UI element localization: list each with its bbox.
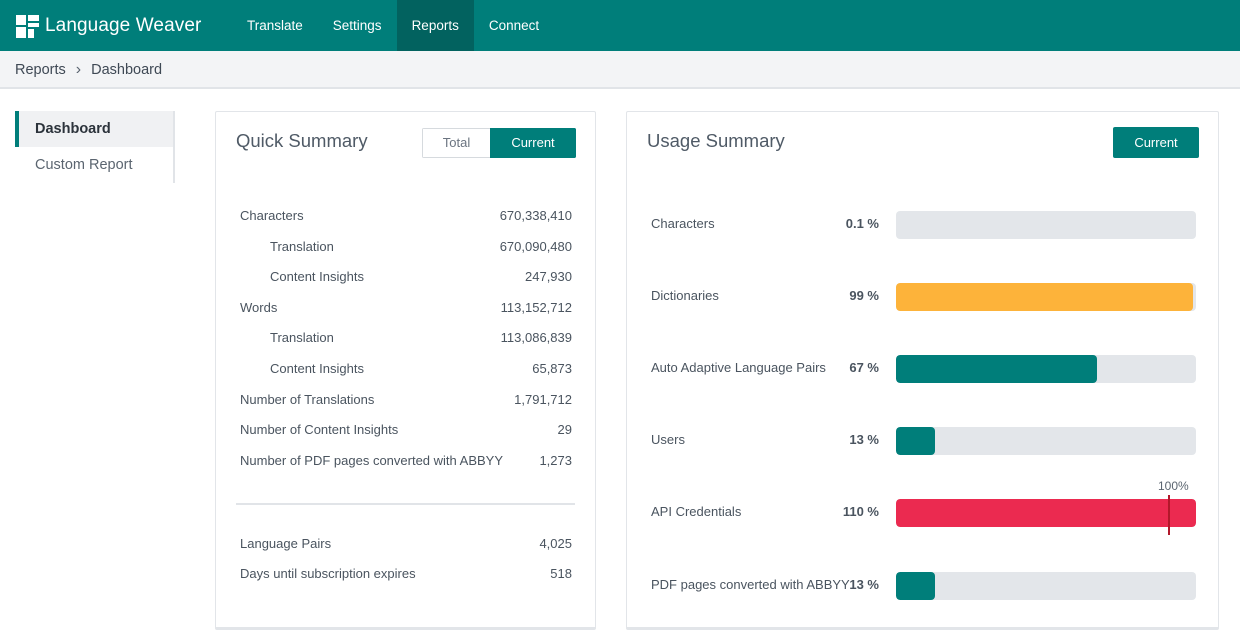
usage-row: Dictionaries 99 % [651, 283, 1196, 311]
usage-summary-title: Usage Summary [647, 130, 785, 151]
stat-value: 1,273 [539, 452, 572, 468]
stat-row: Translation 113,086,839 [240, 330, 572, 350]
breadcrumb: Reports › Dashboard [15, 51, 162, 89]
toggle-current-button[interactable]: Current [490, 128, 576, 158]
usage-percent: 13 % [849, 577, 879, 592]
stat-label: Content Insights [270, 269, 364, 285]
stat-row: Content Insights 65,873 [240, 361, 572, 381]
stat-label: Number of Content Insights [240, 422, 399, 438]
toggle-total-button[interactable]: Total [422, 128, 490, 158]
usage-label: PDF pages converted with ABBYY [651, 577, 850, 592]
stat-label: Characters [240, 208, 304, 223]
usage-label: Auto Adaptive Language Pairs [651, 360, 826, 375]
stat-value: 113,152,712 [500, 299, 572, 315]
limit-marker-line [1168, 495, 1170, 535]
nav-reports[interactable]: Reports [396, 0, 474, 51]
stat-label: Words [240, 299, 278, 315]
usage-progress-fill [896, 427, 935, 455]
usage-progress-track [896, 427, 1196, 455]
top-navigation-bar: Language Weaver Translate Settings Repor… [0, 0, 1240, 51]
usage-percent: 99 % [849, 288, 879, 303]
logo[interactable]: Language Weaver [16, 13, 201, 39]
usage-progress-fill [896, 283, 1193, 311]
stat-label: Days until subscription expires [240, 566, 416, 581]
quick-summary-title: Quick Summary [236, 130, 368, 151]
summary-divider [236, 503, 575, 505]
total-current-toggle: Total Current [422, 128, 576, 158]
stat-row: Content Insights 247,930 [240, 269, 572, 289]
language-weaver-logo-icon [16, 14, 39, 38]
stat-row: Number of Content Insights 29 [240, 422, 572, 442]
main-nav: Translate Settings Reports Connect [232, 0, 554, 51]
nav-translate[interactable]: Translate [247, 18, 303, 33]
usage-percent: 0.1 % [845, 216, 879, 231]
usage-label: Users [651, 432, 685, 447]
stat-value: 670,338,410 [499, 208, 572, 223]
quick-summary-card: Quick Summary Total Current Characters 67… [215, 111, 596, 630]
side-item-dashboard[interactable]: Dashboard [15, 111, 173, 147]
usage-row: Characters 0.1 % [651, 211, 1196, 239]
usage-row: Auto Adaptive Language Pairs 67 % [651, 355, 1196, 383]
usage-summary-card: Usage Summary Current Characters 0.1 % Dic… [626, 111, 1219, 630]
report-side-menu: Dashboard Custom Report [15, 111, 175, 183]
stat-row: Number of Translations 1,791,712 [240, 392, 572, 412]
usage-row: Users 13 % [651, 427, 1196, 455]
stat-label: Translation [270, 330, 334, 346]
breadcrumb-bar: Reports › Dashboard [0, 51, 1240, 89]
usage-label: API Credentials [651, 504, 742, 519]
breadcrumb-reports[interactable]: Reports [15, 62, 66, 78]
stat-label: Content Insights [270, 361, 364, 376]
stat-value: 29 [557, 422, 572, 438]
stat-row: Characters 670,338,410 [240, 208, 572, 228]
breadcrumb-dashboard: Dashboard [91, 62, 163, 78]
nav-connect[interactable]: Connect [488, 18, 540, 33]
stat-value: 1,791,712 [514, 391, 572, 407]
stat-value: 113,086,839 [500, 330, 572, 346]
stat-value: 4,025 [539, 536, 572, 551]
stat-row: Number of PDF pages converted with ABBYY… [240, 453, 572, 473]
stat-label: Translation [270, 238, 334, 254]
usage-progress-fill [896, 572, 935, 600]
nav-settings[interactable]: Settings [332, 18, 382, 33]
app-name: Language Weaver [45, 15, 202, 36]
usage-label: Dictionaries [651, 288, 719, 303]
stat-label: Language Pairs [240, 536, 332, 551]
stat-row: Words 113,152,712 [240, 300, 572, 320]
stat-label: Number of Translations [240, 391, 375, 407]
stat-value: 65,873 [532, 361, 572, 376]
side-item-custom-report[interactable]: Custom Report [35, 157, 133, 173]
stat-label: Number of PDF pages converted with ABBYY [240, 452, 504, 468]
usage-percent: 13 % [849, 432, 879, 447]
usage-progress-track [896, 572, 1196, 600]
stat-row: Translation 670,090,480 [240, 239, 572, 259]
stat-value: 670,090,480 [499, 238, 572, 254]
limit-marker-label: 100% [1158, 479, 1189, 493]
usage-progress-track [896, 355, 1196, 383]
stat-row: Days until subscription expires 518 [240, 566, 572, 586]
usage-label: Characters [651, 216, 715, 231]
usage-progress-track [896, 211, 1196, 239]
usage-progress-fill [896, 355, 1097, 383]
current-button[interactable]: Current [1113, 127, 1199, 158]
usage-percent: 110 % [842, 504, 879, 519]
usage-percent: 67 % [849, 360, 879, 375]
usage-progress-track [896, 499, 1196, 527]
stat-value: 247,930 [525, 269, 572, 285]
usage-progress-fill [896, 499, 1196, 527]
usage-row: API Credentials 110 % 100% [651, 479, 1196, 535]
stat-row: Language Pairs 4,025 [240, 536, 572, 556]
usage-row: PDF pages converted with ABBYY 13 % [651, 572, 1196, 600]
chevron-right-icon: › [75, 61, 82, 78]
usage-progress-track [896, 283, 1196, 311]
stat-value: 518 [550, 566, 572, 581]
